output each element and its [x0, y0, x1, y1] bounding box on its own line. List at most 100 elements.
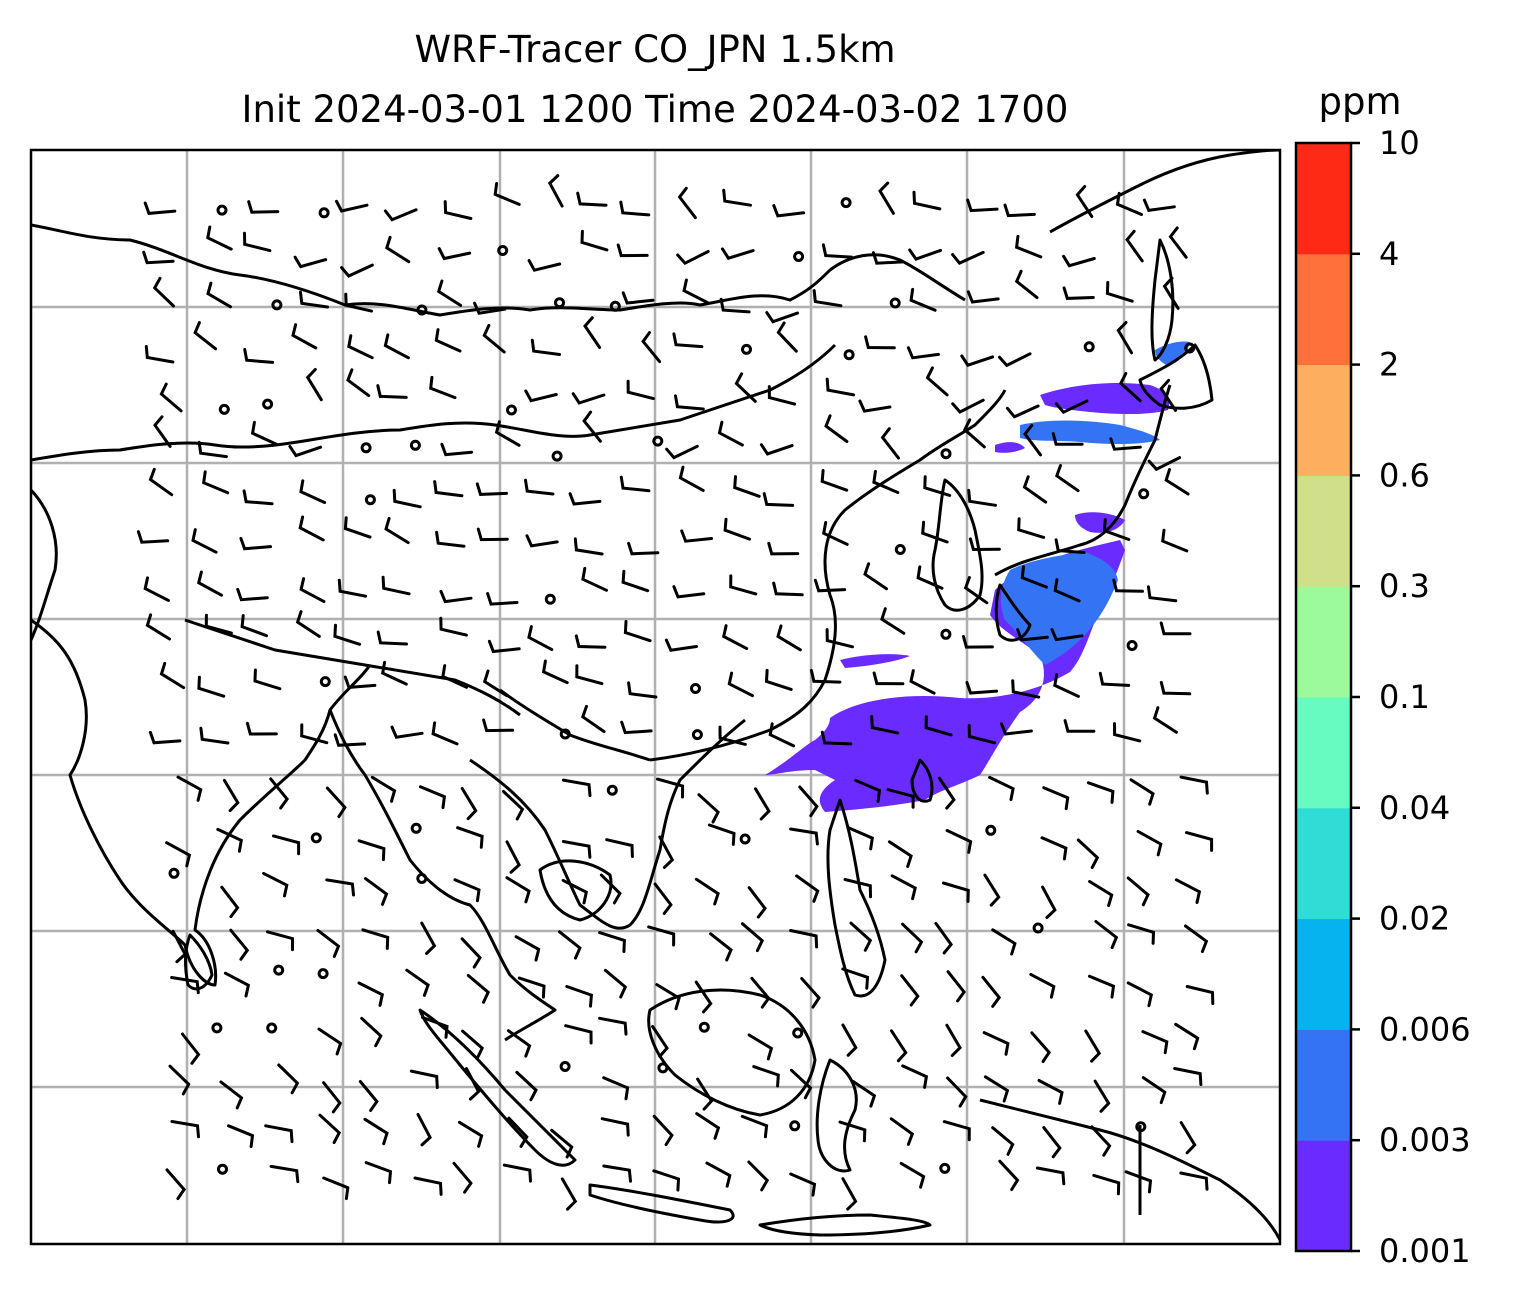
- colorbar-tick-label: 10: [1379, 124, 1420, 162]
- wind-barb: [965, 681, 999, 695]
- wind-barb: [967, 488, 997, 507]
- calm-wind-circle: [840, 197, 852, 209]
- wind-barb: [951, 398, 985, 414]
- wind-barb: [968, 537, 1001, 552]
- wind-barb: [921, 520, 949, 544]
- wind-barb: [705, 1161, 732, 1188]
- calm-wind-circle: [985, 824, 997, 836]
- wind-barb: [653, 882, 673, 915]
- wind-barbs: [136, 174, 1215, 1211]
- wind-barb: [864, 335, 896, 350]
- wind-barb: [390, 725, 424, 739]
- wind-barb: [527, 259, 562, 272]
- wind-barb: [343, 675, 377, 689]
- wind-barb: [672, 332, 704, 349]
- wind-barb: [772, 204, 806, 218]
- wind-barb: [767, 385, 797, 406]
- wind-barb: [1159, 378, 1177, 412]
- wind-barb: [599, 873, 622, 905]
- wind-barb: [575, 664, 604, 686]
- wind-barb: [825, 628, 854, 649]
- wind-barb: [695, 1112, 721, 1140]
- wind-barb: [383, 208, 418, 222]
- wind-barb: [1173, 1067, 1203, 1086]
- calm-wind-circle: [1138, 488, 1150, 500]
- wind-barb: [1179, 775, 1209, 795]
- wind-barb: [1185, 985, 1215, 1006]
- wind-barb: [206, 225, 233, 251]
- calm-wind-circle: [559, 728, 571, 740]
- wind-barb: [1147, 456, 1182, 472]
- wind-barb: [707, 823, 736, 846]
- wind-barb: [603, 968, 628, 999]
- plume-0.001-e: [840, 654, 910, 668]
- wind-barb: [565, 985, 593, 1008]
- calm-wind-circle: [554, 297, 565, 309]
- colorbar-tick-label: 2: [1379, 346, 1399, 384]
- wind-barb: [937, 776, 956, 810]
- wind-barb: [981, 975, 1002, 1008]
- wind-barb: [1062, 286, 1095, 300]
- wind-barb: [298, 515, 325, 542]
- wind-barb: [621, 291, 655, 305]
- wind-barb: [1086, 781, 1115, 804]
- wind-barb: [912, 190, 942, 211]
- plume-0.001-b: [1040, 383, 1170, 415]
- coast-nusa: [758, 1213, 932, 1237]
- wind-barb: [598, 1016, 628, 1036]
- wind-barb: [812, 289, 843, 308]
- wind-barb: [325, 786, 347, 819]
- wind-barb: [541, 659, 569, 685]
- calm-wind-circle: [218, 403, 230, 415]
- wind-barb: [1102, 518, 1131, 541]
- wind-barb: [1063, 719, 1096, 733]
- calm-wind-circle: [1184, 342, 1196, 354]
- wind-barb: [729, 574, 758, 596]
- calm-wind-circle: [273, 964, 285, 976]
- wind-barb: [767, 541, 800, 556]
- border-inland-4: [31, 488, 58, 641]
- calm-wind-circle: [211, 1022, 223, 1034]
- wind-barb: [678, 465, 705, 492]
- wind-barb: [337, 578, 368, 598]
- wind-barb: [159, 661, 186, 690]
- colorbar-tick-label: 4: [1379, 235, 1399, 273]
- wind-barb: [765, 311, 799, 324]
- wind-barb: [229, 928, 250, 961]
- wind-barb: [1035, 1166, 1066, 1186]
- wind-barb: [1053, 578, 1081, 603]
- wind-barb: [460, 937, 482, 969]
- calm-wind-circle: [690, 683, 701, 694]
- wind-barb: [641, 331, 662, 364]
- calm-wind-circle: [1032, 922, 1044, 934]
- wind-barb: [901, 1064, 929, 1089]
- colorbar-tick-label: 0.1: [1379, 678, 1430, 716]
- wind-barb: [1000, 722, 1033, 736]
- wind-barb: [1109, 437, 1142, 451]
- wind-barb: [405, 968, 430, 997]
- wind-barb: [145, 613, 171, 641]
- wind-barb: [747, 1160, 770, 1192]
- wind-barb: [1179, 1121, 1197, 1155]
- wind-barb: [581, 704, 606, 734]
- coast-java: [588, 1183, 735, 1224]
- colorbar: 0.001 0.003 0.006 0.02 0.04 0.1 0.3 0.6 2 4 10: [1294, 124, 1471, 1270]
- wind-barb: [482, 718, 515, 733]
- wind-barb: [364, 1161, 393, 1185]
- wind-barb: [841, 967, 870, 990]
- wind-barb: [242, 489, 274, 506]
- wind-barb: [204, 613, 233, 635]
- calm-wind-circle: [741, 343, 752, 355]
- chart-title-line1: WRF-Tracer CO_JPN 1.5km: [414, 28, 896, 71]
- wind-barb: [202, 470, 230, 495]
- wind-barb: [988, 775, 1015, 801]
- wind-barb: [170, 1120, 200, 1139]
- wind-barb: [1093, 1079, 1111, 1113]
- wind-barb: [602, 1164, 632, 1183]
- wind-barb: [1159, 621, 1192, 636]
- colorbar-tick-label: 0.003: [1379, 1121, 1471, 1159]
- colorbar-tick-label: 0.006: [1379, 1010, 1471, 1048]
- wind-barb: [153, 415, 172, 448]
- wind-barb: [798, 785, 819, 818]
- wind-barb: [664, 638, 698, 652]
